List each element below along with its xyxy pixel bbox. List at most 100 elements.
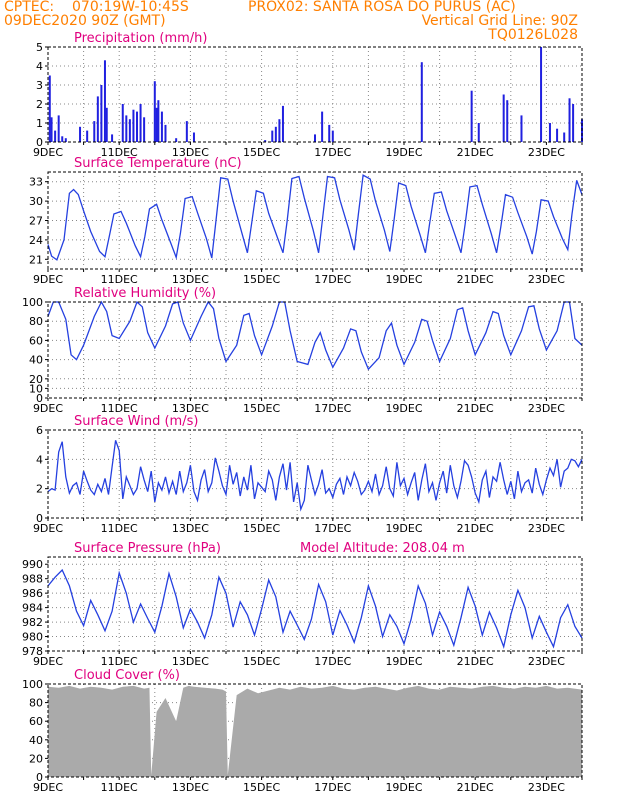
y-tick-label: 24 bbox=[29, 234, 43, 247]
x-tick-label: 13DEC bbox=[172, 655, 209, 668]
header-station: PROX02: SANTA ROSA DO PURUS (AC) bbox=[248, 0, 516, 15]
x-tick-label: 23DEC bbox=[528, 146, 565, 159]
precipitation-bar bbox=[264, 140, 267, 142]
humidity-line bbox=[47, 300, 583, 371]
precipitation-bar bbox=[420, 62, 423, 143]
precipitation-bar bbox=[61, 136, 64, 142]
precipitation-bar bbox=[121, 104, 124, 142]
temperature-panel: 21 24 27 30 33 9DEC 11DEC 13DEC 15DEC 17DEC 19DEC 2… bbox=[29, 156, 583, 286]
precipitation-bar bbox=[105, 107, 108, 142]
header-run-time: 09DEC2020 90Z (GMT) bbox=[4, 13, 166, 29]
precipitation-bar bbox=[572, 104, 575, 142]
precipitation-bar bbox=[185, 121, 188, 142]
x-tick-label: 9DEC bbox=[33, 273, 63, 286]
x-tick-label: 13DEC bbox=[172, 146, 209, 159]
header-source: CPTEC: bbox=[4, 0, 55, 15]
y-tick-label: 0 bbox=[36, 771, 43, 784]
pressure-line bbox=[47, 568, 583, 649]
precipitation-bar bbox=[321, 111, 324, 142]
precipitation-bar bbox=[128, 119, 131, 142]
humidity-frame bbox=[47, 301, 583, 399]
x-tick-label: 23DEC bbox=[528, 402, 565, 415]
y-tick-label: 4 bbox=[36, 60, 43, 73]
precipitation-bar bbox=[192, 132, 195, 142]
precipitation-bar bbox=[164, 124, 167, 142]
y-tick-label: 60 bbox=[29, 334, 43, 347]
temperature-title: Surface Temperature (nC) bbox=[74, 156, 242, 171]
precipitation-bar bbox=[506, 100, 509, 142]
precipitation-bar bbox=[271, 130, 274, 142]
temperature-line bbox=[47, 174, 583, 261]
precipitation-frame bbox=[47, 46, 583, 143]
precipitation-bar bbox=[79, 126, 82, 142]
precipitation-bar bbox=[93, 121, 96, 142]
y-tick-label: 980 bbox=[22, 631, 43, 644]
y-tick-label: 3 bbox=[36, 79, 43, 92]
precipitation-bar bbox=[96, 96, 99, 142]
y-tick-label: 986 bbox=[22, 587, 43, 600]
x-tick-label: 21DEC bbox=[457, 146, 494, 159]
y-tick-label: 984 bbox=[22, 602, 43, 615]
precipitation-bar bbox=[143, 117, 146, 142]
x-tick-label: 17DEC bbox=[314, 402, 351, 415]
x-tick-label: 23DEC bbox=[528, 273, 565, 286]
x-tick-label: 19DEC bbox=[385, 146, 422, 159]
x-tick-label: 13DEC bbox=[172, 522, 209, 535]
cloud-cover-frame bbox=[47, 683, 583, 778]
y-tick-label: 80 bbox=[29, 315, 43, 328]
cloud-cover-panel: 0 20 40 60 80 100 9DEC 11DEC 13DEC 15DEC 17DEC 19DE… bbox=[22, 668, 583, 794]
x-tick-label: 19DEC bbox=[385, 522, 422, 535]
y-tick-label: 4 bbox=[36, 453, 43, 466]
precipitation-bar bbox=[281, 105, 284, 142]
x-tick-label: 21DEC bbox=[457, 781, 494, 794]
y-tick-label: 990 bbox=[22, 558, 43, 571]
header-grid-line: Vertical Grid Line: 90Z bbox=[421, 13, 578, 29]
y-tick-label: 100 bbox=[22, 296, 43, 309]
temperature-frame bbox=[47, 171, 583, 270]
x-tick-label: 17DEC bbox=[314, 146, 351, 159]
x-tick-label: 11DEC bbox=[101, 146, 138, 159]
pressure-frame bbox=[47, 556, 583, 652]
y-tick-label: 40 bbox=[29, 734, 43, 747]
precipitation-bar bbox=[86, 130, 89, 142]
y-tick-label: 20 bbox=[29, 373, 43, 386]
x-tick-label: 11DEC bbox=[101, 655, 138, 668]
wind-frame bbox=[47, 429, 583, 519]
x-tick-label: 17DEC bbox=[314, 781, 351, 794]
x-tick-label: 13DEC bbox=[172, 402, 209, 415]
y-tick-label: 0 bbox=[36, 136, 43, 149]
precipitation-bar bbox=[54, 130, 57, 142]
cloud-cover-area bbox=[48, 685, 582, 777]
precipitation-bar bbox=[314, 134, 316, 142]
precipitation-bar bbox=[125, 115, 128, 142]
precipitation-bar bbox=[470, 90, 473, 142]
x-tick-label: 17DEC bbox=[314, 273, 351, 286]
precipitation-bar bbox=[477, 123, 480, 142]
y-tick-label: 0 bbox=[36, 392, 43, 405]
x-tick-label: 21DEC bbox=[457, 402, 494, 415]
precipitation-bar bbox=[274, 126, 277, 142]
precipitation-bar bbox=[132, 109, 135, 142]
y-tick-label: 6 bbox=[36, 424, 43, 437]
precipitation-bar bbox=[556, 128, 559, 142]
precipitation-bar bbox=[540, 47, 543, 142]
x-tick-label: 17DEC bbox=[314, 655, 351, 668]
x-tick-label: 9DEC bbox=[33, 146, 63, 159]
y-tick-label: 40 bbox=[29, 354, 43, 367]
x-tick-label: 19DEC bbox=[385, 273, 422, 286]
x-tick-label: 11DEC bbox=[101, 781, 138, 794]
precipitation-title: Precipitation (mm/h) bbox=[74, 31, 207, 46]
x-tick-label: 9DEC bbox=[33, 781, 63, 794]
y-tick-label: 100 bbox=[22, 678, 43, 691]
y-tick-label: 60 bbox=[29, 715, 43, 728]
header-model: TQ0126L028 bbox=[488, 27, 578, 43]
precipitation-bar bbox=[160, 111, 163, 142]
precipitation-bar bbox=[278, 119, 281, 142]
y-tick-label: 27 bbox=[29, 215, 43, 228]
y-tick-label: 0 bbox=[36, 512, 43, 525]
y-tick-label: 988 bbox=[22, 573, 43, 586]
y-tick-label: 21 bbox=[29, 253, 43, 266]
wind-title: Surface Wind (m/s) bbox=[74, 414, 198, 429]
